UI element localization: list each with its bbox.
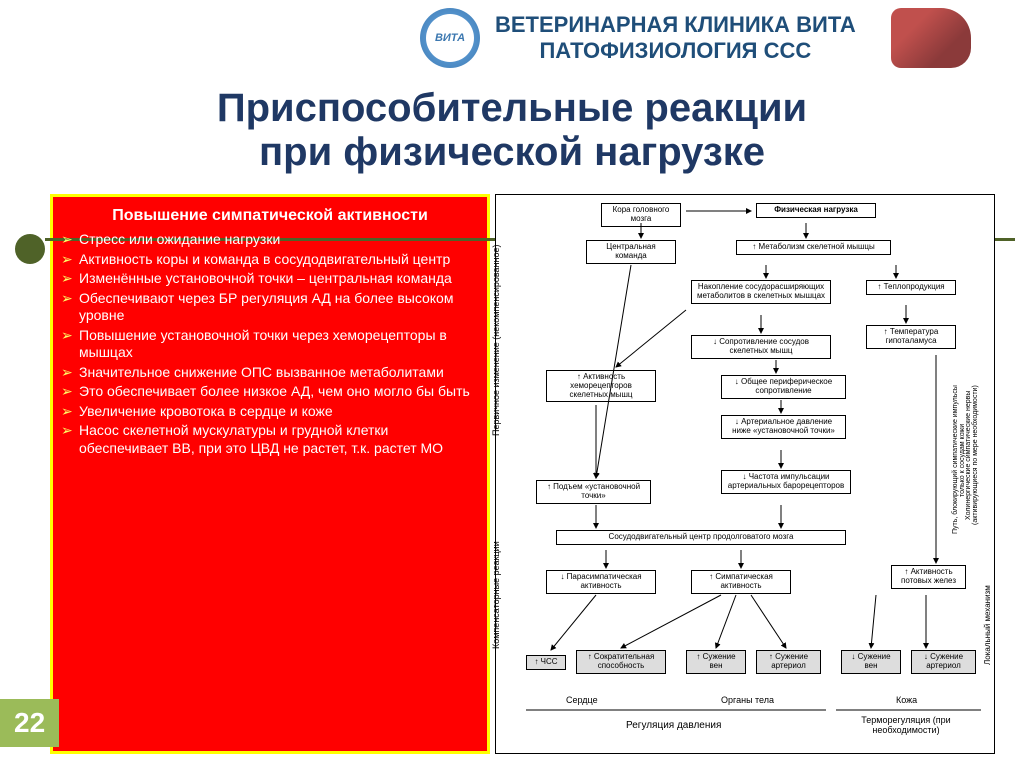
node-cortex: Кора головного мозга	[601, 203, 681, 227]
list-item: Насос скелетной мускулатуры и грудной кл…	[79, 422, 479, 457]
vlabel-comp: Компенсаторные реакции	[491, 495, 501, 695]
header: ВИТА ВЕТЕРИНАРНАЯ КЛИНИКА ВИТА ПАТОФИЗИО…	[0, 0, 1024, 76]
node-load: Физическая нагрузка	[756, 203, 876, 218]
node-setpoint: ↑ Подъем «установочной точки»	[536, 480, 651, 504]
node-chemo: ↑ Активность хеморецепторов скелетных мы…	[546, 370, 656, 402]
node-ad: ↓ Артериальное давление ниже «установочн…	[721, 415, 846, 439]
page-title: Приспособительные реакции при физической…	[0, 86, 1024, 174]
node-symp: ↑ Симпатическая активность	[691, 570, 791, 594]
content: Повышение симпатической активности Стрес…	[0, 194, 1024, 754]
logo-text: ВИТА	[426, 14, 474, 62]
bottom-skin: Кожа	[896, 695, 917, 705]
header-line2: ПАТОФИЗИОЛОГИЯ ССС	[495, 38, 856, 64]
node-baro: ↓ Частота импульсации артериальных барор…	[721, 470, 851, 494]
node-art2: ↓ Сужение артериол	[911, 650, 976, 674]
list-item: Увеличение кровотока в сердце и коже	[79, 403, 479, 421]
redbox: Повышение симпатической активности Стрес…	[50, 194, 490, 754]
node-resist: ↓ Сопротивление сосудов скелетных мышц	[691, 335, 831, 359]
bullet-accent	[15, 234, 45, 264]
heart-icon	[891, 8, 971, 68]
node-temp: ↑ Температура гипоталамуса	[866, 325, 956, 349]
header-line1: ВЕТЕРИНАРНАЯ КЛИНИКА ВИТА	[495, 12, 856, 38]
node-vein1: ↑ Сужение вен	[686, 650, 746, 674]
node-metab: ↑ Метаболизм скелетной мышцы	[736, 240, 891, 255]
vlabel-r1: Путь, блокирующий симпатические импульсы…	[952, 375, 966, 545]
node-accum: Накопление сосудорасширяющих метаболитов…	[691, 280, 831, 304]
vlabel-primary: Первичное изменение (некомпенсированное)	[491, 225, 501, 455]
list-item: Повышение установочной точки через хемор…	[79, 327, 479, 362]
node-art1: ↑ Сужение артериол	[756, 650, 821, 674]
node-contract: ↑ Сократительная способность	[576, 650, 666, 674]
footer-thermo: Терморегуляция (при необходимости)	[836, 715, 976, 735]
redbox-list: Стресс или ожидание нагрузки Активность …	[61, 231, 479, 457]
node-hr: ↑ ЧСС	[526, 655, 566, 670]
node-central: Центральная команда	[586, 240, 676, 264]
vlabel-r2: Холинергические симпатические нервы (акт…	[965, 365, 979, 545]
flowchart-diagram: Первичное изменение (некомпенсированное)…	[495, 194, 995, 754]
vlabel-r3: Локальный механизм	[983, 575, 992, 675]
node-heat: ↑ Теплопродукция	[866, 280, 956, 295]
node-para: ↓ Парасимпатическая активность	[546, 570, 656, 594]
list-item: Активность коры и команда в сосудодвигат…	[79, 251, 479, 269]
list-item: Стресс или ожидание нагрузки	[79, 231, 479, 249]
list-item: Значительное снижение ОПС вызванное мета…	[79, 364, 479, 382]
logo: ВИТА	[420, 8, 480, 68]
bottom-organs: Органы тела	[721, 695, 774, 705]
bottom-heart: Сердце	[566, 695, 598, 705]
header-text: ВЕТЕРИНАРНАЯ КЛИНИКА ВИТА ПАТОФИЗИОЛОГИЯ…	[495, 12, 856, 65]
node-vein2: ↓ Сужение вен	[841, 650, 901, 674]
list-item: Обеспечивают через БР регуляция АД на бо…	[79, 290, 479, 325]
slide-number: 22	[0, 699, 59, 747]
node-ops: ↓ Общее периферическое сопротивление	[721, 375, 846, 399]
redbox-heading: Повышение симпатической активности	[61, 207, 479, 225]
footer-pressure: Регуляция давления	[626, 720, 721, 731]
list-item: Это обеспечивает более низкое АД, чем он…	[79, 383, 479, 401]
node-sweat: ↑ Активность потовых желез	[891, 565, 966, 589]
node-vmc: Сосудодвигательный центр продолговатого …	[556, 530, 846, 545]
list-item: Изменённые установочной точки – централь…	[79, 270, 479, 288]
